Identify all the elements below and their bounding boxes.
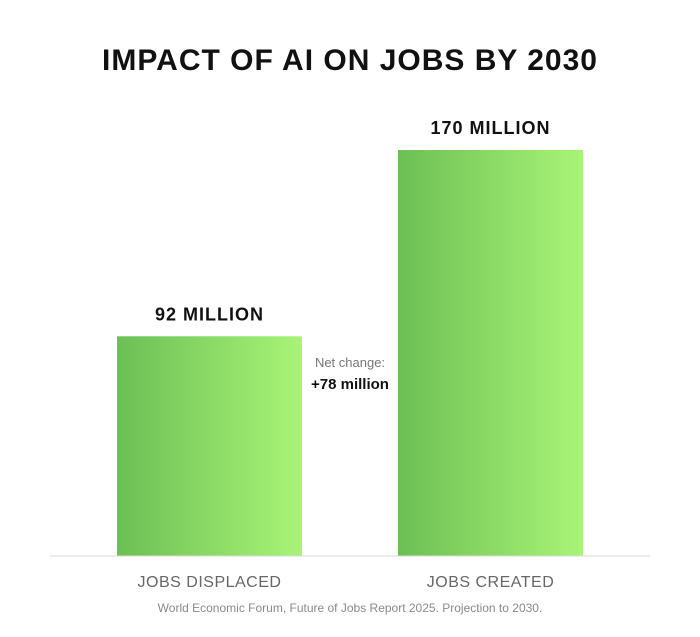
value-label-1: 170 MILLION [430, 118, 550, 138]
net-change-value: +78 million [311, 376, 389, 393]
category-label-0: JOBS DISPLACED [138, 574, 282, 591]
bar-0 [117, 336, 302, 556]
category-label-1: JOBS CREATED [427, 574, 555, 591]
chart-title: IMPACT OF AI ON JOBS BY 2030 [102, 44, 598, 77]
net-change-caption: Net change: [315, 355, 385, 370]
value-label-0: 92 MILLION [155, 304, 264, 324]
value-labels-layer: 92 MILLION 170 MILLION [155, 118, 550, 324]
bar-1 [398, 150, 583, 556]
bars-layer [117, 150, 583, 556]
source-note: World Economic Forum, Future of Jobs Rep… [158, 601, 543, 615]
category-labels-layer: JOBS DISPLACED JOBS CREATED [138, 574, 555, 591]
